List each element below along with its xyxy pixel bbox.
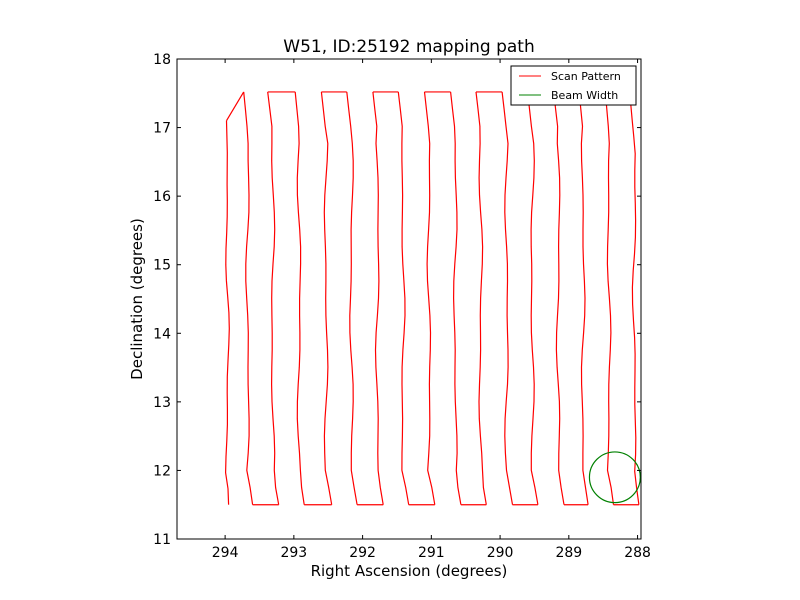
legend-box [510, 65, 637, 106]
y-tick-label-1: 12 [153, 463, 171, 479]
y-tick-label-7: 18 [153, 52, 171, 68]
scan-column-2 [267, 91, 280, 505]
scan-column-5 [346, 91, 358, 505]
chart-title: W51, ID:25192 mapping path [283, 37, 534, 57]
scan-connector-0 [225, 91, 245, 122]
scan-column-10 [475, 91, 487, 505]
y-axis-label: Declination (degrees) [128, 218, 146, 380]
scan-column-13 [553, 91, 565, 505]
x-tick-label-6: 288 [624, 545, 651, 561]
scan-column-16 [630, 103, 640, 505]
plot-frame [176, 58, 642, 540]
x-tick-label-0: 294 [212, 545, 239, 561]
legend-label-beam-width: Beam Width [551, 89, 618, 102]
scan-column-9 [450, 91, 462, 505]
y-tick-label-0: 11 [153, 532, 171, 548]
y-tick-label-5: 16 [153, 189, 171, 205]
legend-label-scan-pattern: Scan Pattern [551, 70, 621, 83]
scan-column-6 [372, 91, 384, 505]
plot-lines [224, 91, 641, 506]
scan-column-14 [578, 91, 589, 505]
x-tick-label-1: 293 [280, 545, 307, 561]
scan-column-1 [243, 91, 254, 505]
y-tick-label-6: 17 [153, 121, 171, 137]
scan-column-8 [423, 91, 436, 505]
scan-column-12 [527, 91, 539, 505]
scan-column-15 [604, 91, 615, 505]
scan-column-0 [224, 120, 230, 505]
scan-column-3 [294, 91, 305, 505]
scan-column-11 [501, 91, 514, 505]
legend: Scan Pattern Beam Width [510, 65, 637, 106]
scan-column-7 [397, 91, 410, 505]
y-tick-label-4: 15 [153, 258, 171, 274]
x-axis-label: Right Ascension (degrees) [311, 562, 508, 580]
y-tick-label-2: 13 [153, 395, 171, 411]
y-tick-label-3: 14 [153, 326, 171, 342]
axis-ticks: 294 293 292 291 290 289 288 11 12 13 14 15 16 17 18 [153, 52, 651, 561]
x-tick-label-3: 291 [418, 545, 445, 561]
x-tick-label-2: 292 [349, 545, 376, 561]
x-tick-label-5: 289 [555, 545, 582, 561]
beam-width-circle [588, 451, 641, 504]
x-tick-label-4: 290 [487, 545, 514, 561]
scan-column-4 [320, 91, 333, 505]
